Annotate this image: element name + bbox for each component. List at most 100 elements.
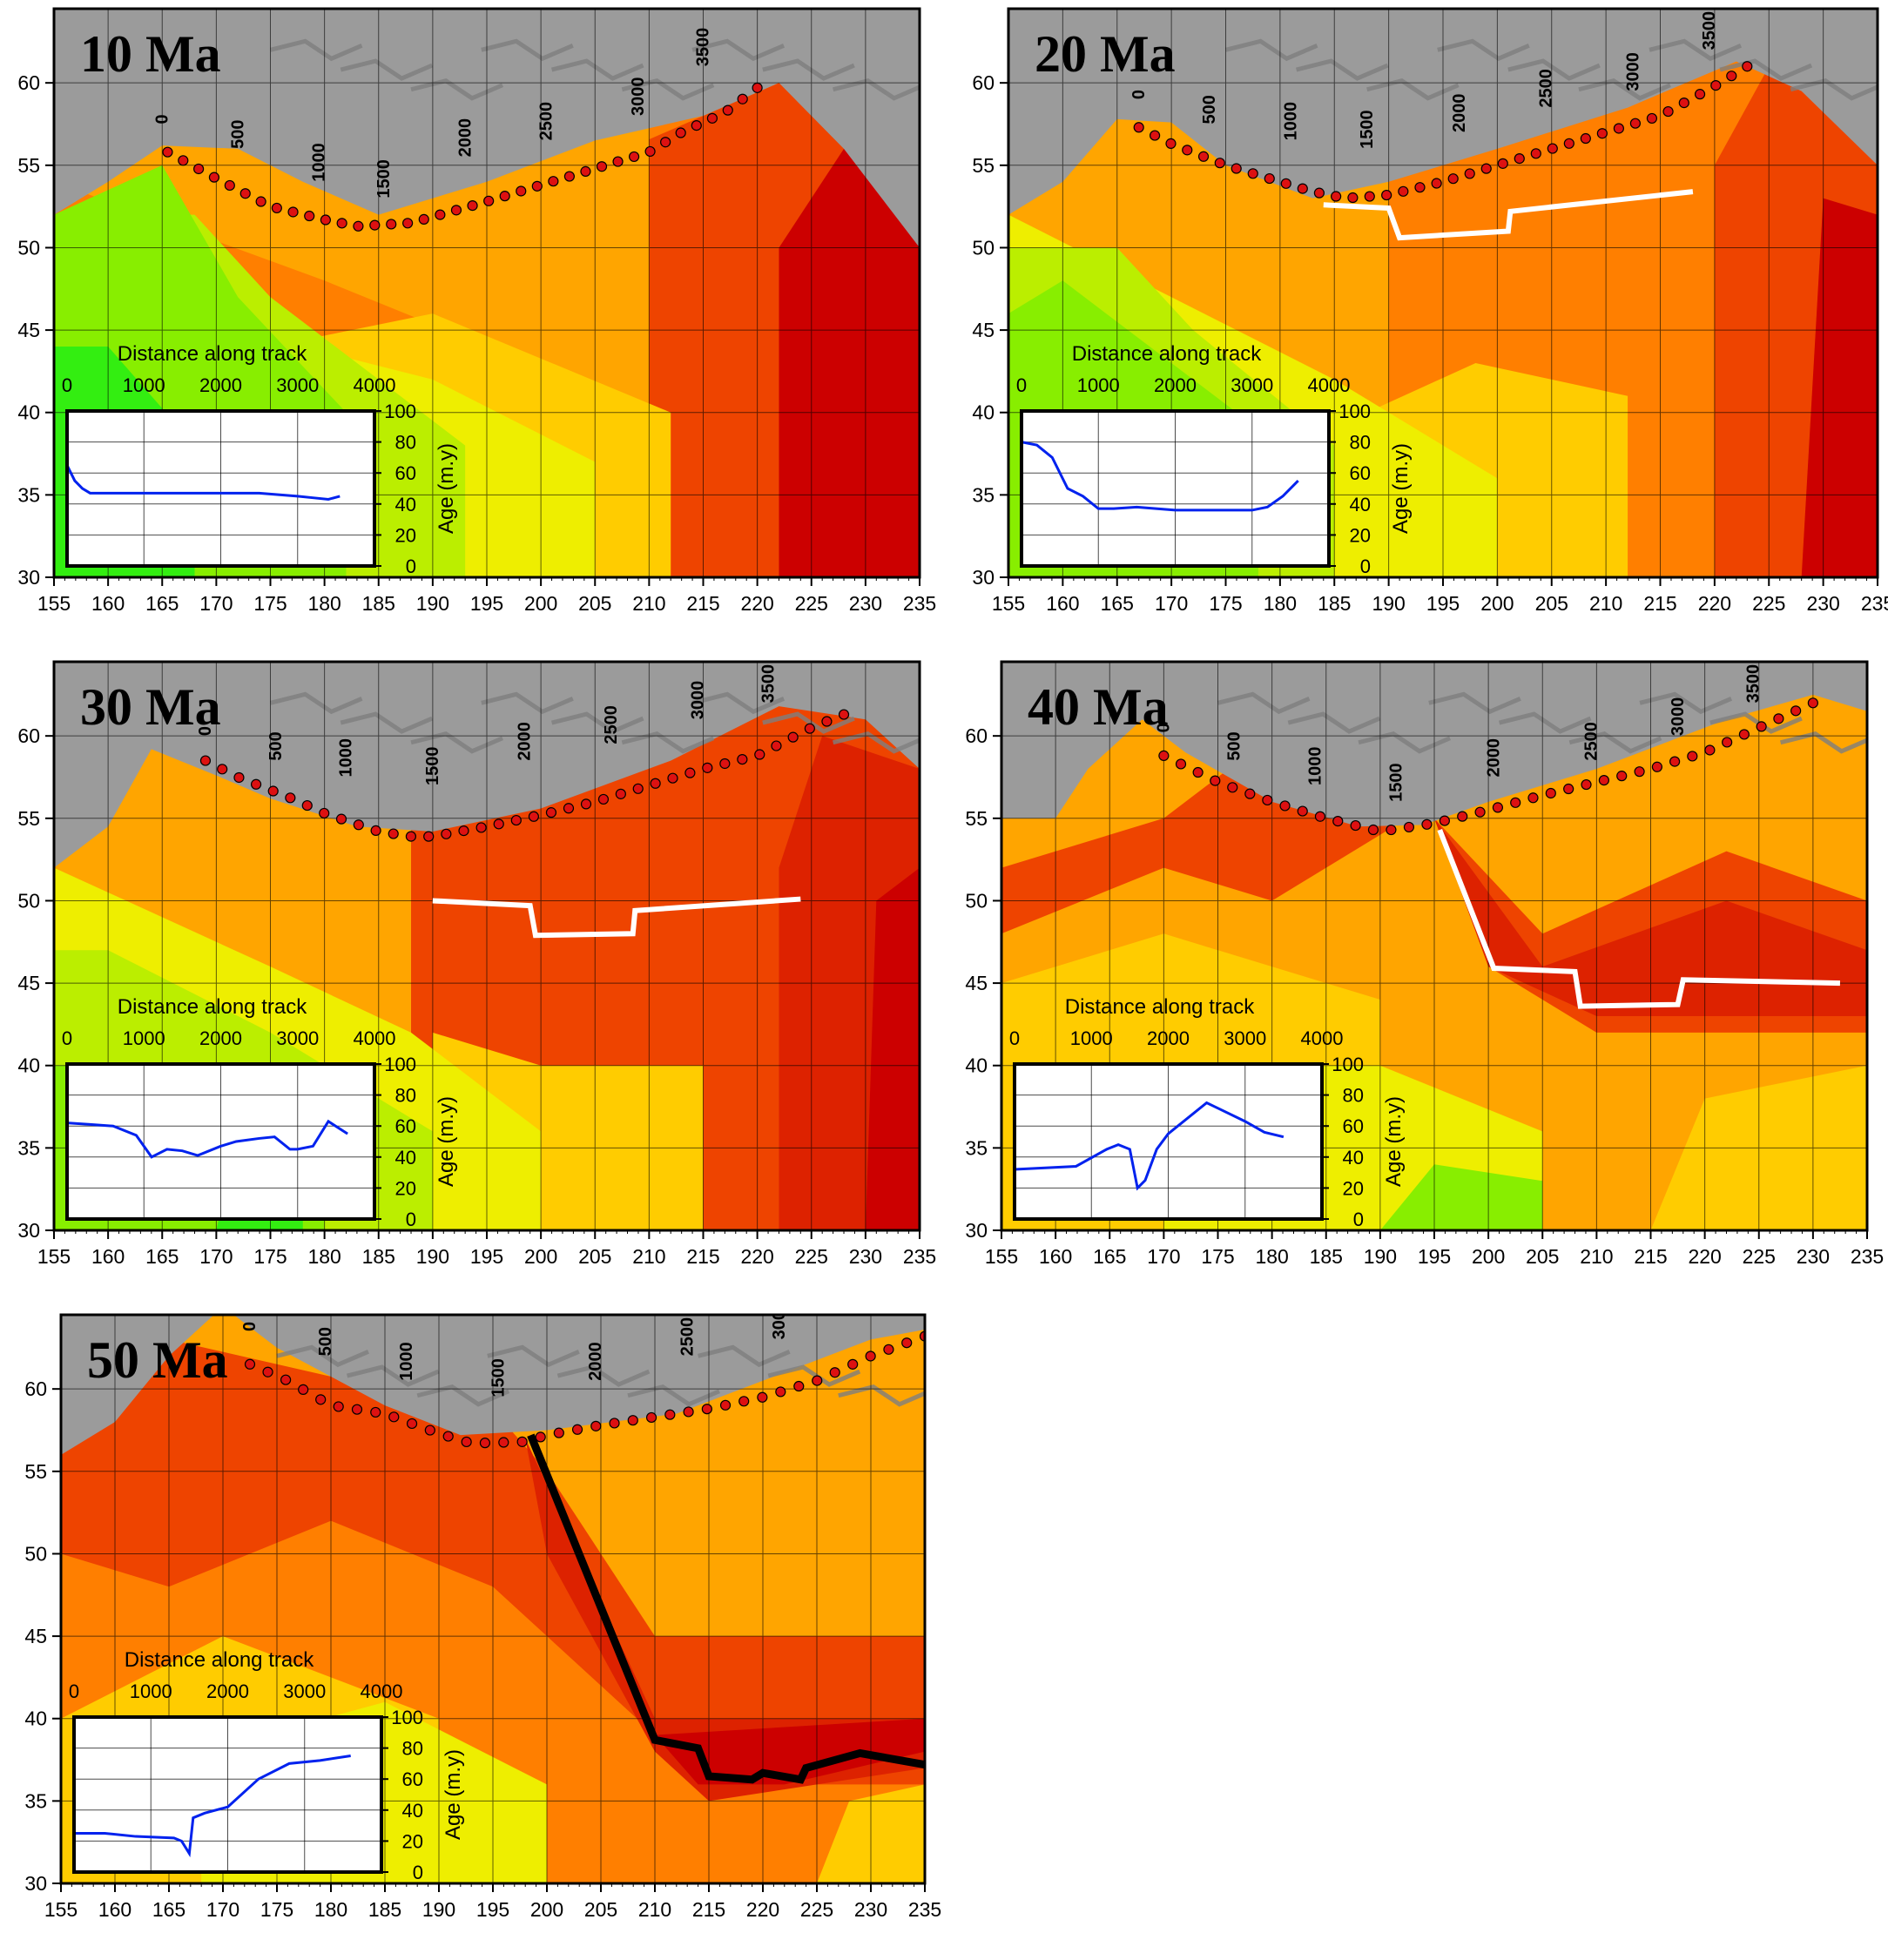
track-point (1381, 189, 1392, 201)
track-point (435, 209, 446, 220)
track-point (1756, 721, 1767, 732)
track-point (193, 163, 205, 175)
track-point (1182, 145, 1193, 156)
track-point (1197, 151, 1210, 162)
y-tick-label: 60 (17, 71, 40, 94)
y-tick-label: 55 (972, 154, 995, 177)
track-point (461, 1436, 472, 1448)
track-distance-label: 500 (266, 731, 286, 760)
inset-y-tick-label: 80 (402, 1738, 423, 1760)
track-point (1347, 192, 1359, 204)
inset-x-tick-label: 3000 (283, 1680, 326, 1702)
y-tick-label: 30 (17, 1219, 40, 1242)
track-point (675, 127, 686, 138)
track-point (596, 161, 608, 172)
x-tick-label: 225 (800, 1898, 833, 1921)
y-tick-label: 60 (972, 71, 995, 94)
track-distance-label: 2000 (516, 722, 535, 761)
x-tick-label: 210 (638, 1898, 671, 1921)
land-line (481, 38, 574, 62)
track-point (1492, 802, 1504, 813)
track-point (1773, 713, 1784, 724)
track-point (1678, 98, 1689, 109)
inset-y-tick-label: 80 (395, 1085, 416, 1107)
track-point (1231, 163, 1242, 174)
x-tick-label: 215 (686, 592, 719, 615)
land-line (346, 1364, 440, 1387)
axes: 155 160 165 170 175 180 185 190 195 200 205 210 215 2… (972, 71, 1888, 615)
track-point (580, 165, 591, 177)
age-profile-line (1014, 1101, 1285, 1191)
land-line (410, 78, 504, 101)
land-line (416, 1384, 510, 1407)
x-tick-label: 205 (1535, 592, 1568, 615)
track-point (388, 1411, 400, 1423)
inset-x-tick-label: 2000 (206, 1680, 249, 1702)
x-tick-label: 175 (253, 592, 287, 615)
x-tick-label: 190 (416, 1245, 449, 1268)
y-tick-label: 45 (965, 972, 988, 994)
x-tick-label: 210 (1589, 592, 1622, 615)
inset-y-tick-label: 0 (413, 1862, 423, 1883)
y-tick-label: 40 (17, 1054, 40, 1077)
track-point (353, 220, 364, 232)
track-point (1497, 158, 1508, 169)
y-tick-label: 35 (24, 1789, 47, 1812)
x-tick-label: 220 (740, 1245, 773, 1268)
track-point (1616, 771, 1628, 782)
track-distance-label: 1500 (1358, 110, 1377, 149)
inset-frame (1020, 409, 1331, 568)
land-line (269, 691, 363, 715)
track-distance-label: 0 (240, 1322, 260, 1331)
track-distance-label: 350 (861, 1277, 880, 1306)
x-tick-label: 160 (91, 592, 125, 615)
track-point (178, 155, 189, 166)
inset-x-tick-label: 2000 (199, 1027, 242, 1049)
x-tick-label: 200 (524, 592, 557, 615)
x-tick-label: 170 (206, 1898, 239, 1921)
inset-y-tick-label: 20 (395, 524, 416, 546)
land-line (627, 1384, 720, 1407)
track-distance-label: 1000 (1282, 102, 1301, 141)
x-tick-label: 200 (1472, 1245, 1505, 1268)
track-point (1563, 783, 1574, 795)
land-texture (276, 1344, 925, 1407)
track-point (475, 822, 487, 833)
x-tick-label: 170 (199, 592, 233, 615)
track-distance-label: 2500 (1537, 69, 1556, 108)
track-distance-label: 1500 (489, 1358, 508, 1398)
x-tick-label: 200 (1480, 592, 1514, 615)
land-line (762, 58, 855, 81)
track-distance-label: 0 (1155, 723, 1174, 732)
track-point (645, 1411, 657, 1424)
track-point (738, 1396, 750, 1407)
track-point (1280, 178, 1291, 189)
y-tick-label: 55 (24, 1460, 47, 1483)
track-point (1313, 187, 1325, 199)
track-point (1386, 824, 1397, 836)
x-tick-label: 195 (476, 1898, 509, 1921)
track-point (1464, 168, 1475, 179)
track-point (1726, 71, 1737, 82)
y-tick-label: 45 (972, 319, 995, 341)
y-tick-label: 55 (17, 807, 40, 830)
track-point (1247, 168, 1258, 179)
track-point (493, 818, 504, 830)
inset-title: Distance along track (118, 342, 307, 366)
track-point (821, 716, 833, 727)
land-line (1779, 731, 1867, 754)
x-tick-label: 225 (795, 592, 828, 615)
x-tick-label: 230 (849, 592, 882, 615)
track-distance-label: 3500 (759, 664, 778, 704)
track-point (1790, 705, 1802, 717)
x-tick-label: 165 (145, 1245, 179, 1268)
track-point (450, 205, 462, 216)
land-line (762, 711, 855, 734)
track-point (865, 1350, 876, 1362)
x-tick-label: 160 (91, 1245, 125, 1268)
x-tick-label: 235 (908, 1898, 941, 1921)
